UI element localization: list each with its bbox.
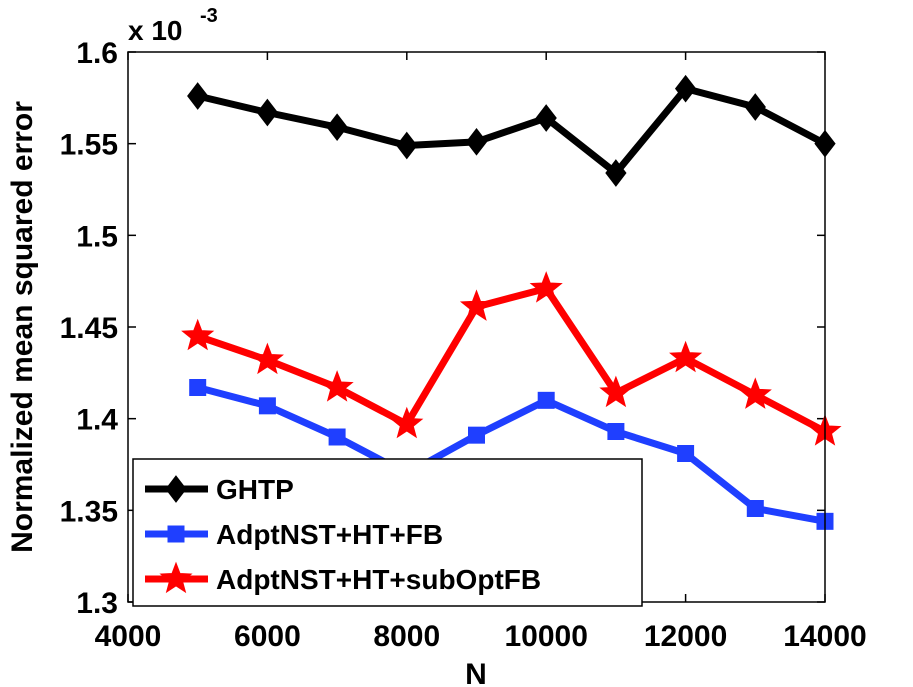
data-point: [256, 98, 279, 127]
series-line: [196, 85, 827, 177]
data-point: [258, 397, 276, 415]
y-multiplier-exponent: -3: [200, 5, 218, 27]
y-tick-label: 1.4: [76, 404, 118, 437]
series-ghtp: [187, 74, 836, 187]
legend-label: GHTP: [216, 474, 294, 505]
x-tick-label: 12000: [644, 620, 727, 653]
x-tick-label: 6000: [234, 620, 301, 653]
legend-label: AdptNST+HT+FB: [216, 519, 443, 550]
tick-labels: 4000 6000 8000 10000 12000 14000 1.3 1.35 1.4 1.4…: [60, 37, 867, 653]
x-axis-label: N: [465, 658, 487, 687]
legend-label: AdptNST+HT+subOptFB: [216, 564, 541, 595]
data-point: [605, 159, 627, 187]
data-point: [326, 113, 348, 141]
data-point: [187, 82, 209, 110]
data-point: [320, 370, 354, 402]
x-tick-label: 4000: [95, 620, 162, 653]
legend-box: [132, 458, 643, 607]
y-tick-label: 1.45: [60, 312, 118, 345]
series-line: [196, 384, 826, 525]
data-point: [468, 426, 485, 444]
legend-item: GHTP: [145, 474, 294, 505]
legend-marker: [165, 475, 187, 503]
data-point: [607, 423, 625, 440]
legend-item: AdptNST+HT+subOptFB: [145, 561, 541, 595]
legend-marker: [159, 561, 193, 594]
data-point: [465, 128, 488, 156]
data-point: [250, 342, 284, 375]
y-tick-label: 1.3: [76, 587, 118, 620]
data-point: [669, 340, 703, 373]
legend-item: AdptNST+HT+FB: [145, 519, 443, 550]
y-tick-label: 1.6: [76, 37, 118, 70]
x-tick-label: 14000: [783, 620, 866, 653]
data-point: [738, 377, 772, 409]
data-point: [529, 271, 563, 303]
y-axis-label: Normalized mean squared error: [6, 101, 39, 553]
data-point: [677, 445, 695, 462]
data-point: [537, 391, 555, 409]
y-tick-label: 1.35: [60, 495, 118, 528]
series-line: [196, 285, 827, 435]
data-point: [181, 318, 215, 351]
data-point: [674, 74, 697, 103]
data-point: [328, 428, 346, 446]
data-point: [535, 104, 557, 132]
data-point: [599, 375, 633, 408]
legend-marker: [167, 525, 185, 543]
data-point: [459, 289, 494, 321]
x-tick-label: 8000: [373, 620, 440, 653]
data-point: [390, 406, 424, 439]
data-point: [189, 379, 207, 396]
data-point: [396, 131, 418, 160]
y-tick-label: 1.55: [60, 129, 118, 162]
x-tick-label: 10000: [504, 620, 587, 653]
y-tick-label: 1.5: [76, 220, 118, 253]
data-point: [746, 500, 764, 517]
data-point: [744, 93, 766, 121]
legend: GHTP AdptNST+HT+FB AdptNST+HT+subOptFB: [132, 458, 643, 607]
y-multiplier-label: x 10: [128, 15, 183, 46]
